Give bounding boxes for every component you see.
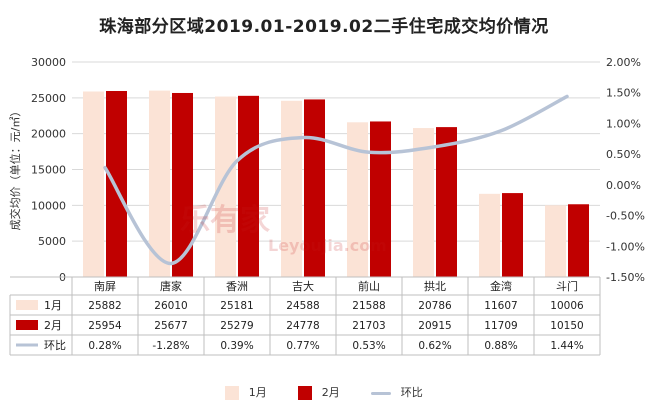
data-label: 21703: [352, 320, 385, 332]
data-label: 0.62%: [418, 340, 451, 352]
legend-swatch-jan: [225, 386, 240, 400]
y-tick-label: 20000: [31, 128, 66, 141]
legend-label-feb: 2月: [321, 386, 340, 399]
bar-feb: [172, 92, 193, 277]
y-tick-label: 25000: [31, 92, 66, 105]
bar-feb: [370, 121, 391, 278]
x-tick-label: 唐家: [160, 279, 182, 293]
bar-feb: [238, 95, 259, 277]
chart-legend: 1月 2月 环比: [0, 384, 648, 400]
data-label: 20786: [418, 300, 452, 312]
x-tick-label: 金湾: [490, 279, 512, 293]
y-tick-label: 5000: [38, 235, 66, 248]
data-label: 11709: [484, 320, 517, 332]
bar-feb: [502, 193, 523, 277]
x-tick-label: 吉大: [292, 279, 314, 293]
bar-feb: [304, 99, 325, 277]
table-row-label: 2月: [44, 319, 62, 332]
y-tick-label: 15000: [31, 164, 66, 177]
x-tick-label: 斗门: [556, 279, 578, 293]
legend-label-mom: 环比: [400, 386, 423, 399]
data-label: 0.77%: [286, 340, 319, 352]
y-tick-label: 10000: [31, 199, 66, 212]
y2-tick-label: 1.00%: [606, 117, 641, 130]
data-label: 0.53%: [352, 340, 385, 352]
data-label: 21588: [352, 300, 385, 312]
legend-item-mom: 环比: [371, 384, 423, 400]
legend-label-jan: 1月: [248, 386, 267, 399]
bar-jan: [281, 100, 302, 277]
bar-jan: [545, 205, 566, 277]
legend-swatch-mom: [371, 391, 392, 395]
y2-tick-label: -1.50%: [606, 271, 645, 284]
table-swatch: [16, 320, 38, 330]
data-label: 1.44%: [550, 340, 583, 352]
data-label: 25677: [154, 320, 187, 332]
y2-tick-label: -1.00%: [606, 240, 645, 253]
watermark-logo: 乐有家: [180, 203, 270, 238]
mom-line: [103, 94, 569, 266]
data-label: 0.28%: [88, 340, 121, 352]
data-label: 20915: [418, 320, 451, 332]
legend-item-feb: 2月: [298, 384, 340, 400]
data-label: 10150: [550, 320, 583, 332]
bar-jan: [347, 122, 368, 277]
bar-jan: [215, 96, 236, 277]
table-row-label: 1月: [44, 299, 62, 312]
data-label: 25882: [88, 300, 121, 312]
y2-tick-label: 1.50%: [606, 87, 641, 100]
legend-swatch-feb: [298, 386, 313, 400]
data-label: 24778: [286, 320, 319, 332]
table-row-label: 环比: [44, 339, 66, 352]
data-label: 25954: [88, 320, 122, 332]
bar-jan: [413, 128, 434, 277]
x-tick-label: 拱北: [424, 279, 446, 293]
bar-feb: [436, 127, 457, 278]
chart-title: 珠海部分区域2019.01-2019.02二手住宅成交均价情况: [99, 17, 549, 37]
y-tick-label: 30000: [31, 56, 66, 69]
y2-tick-label: 0.50%: [606, 148, 641, 161]
data-label: 11607: [484, 300, 517, 312]
bar-feb: [106, 90, 127, 277]
watermark-url: Leyoujia.com: [268, 236, 387, 255]
x-tick-label: 前山: [358, 279, 380, 293]
data-label: 26010: [154, 300, 187, 312]
bar-jan: [479, 193, 500, 277]
y2-tick-label: -0.50%: [606, 210, 645, 223]
x-tick-label: 南屏: [94, 280, 116, 293]
y2-tick-label: 2.00%: [606, 56, 641, 69]
bar-jan: [149, 90, 170, 277]
data-label: 25279: [220, 320, 253, 332]
y2-tick-label: 0.00%: [606, 179, 641, 192]
x-tick-label: 香洲: [226, 280, 248, 293]
bar-jan: [83, 91, 104, 278]
table-swatch: [16, 300, 38, 310]
data-label: 25181: [220, 300, 253, 312]
legend-item-jan: 1月: [225, 384, 267, 400]
data-label: 0.39%: [220, 340, 253, 352]
data-label: -1.28%: [152, 340, 189, 352]
data-label: 24588: [286, 300, 319, 312]
data-label: 0.88%: [484, 340, 517, 352]
data-label: 10006: [550, 300, 584, 312]
bar-feb: [568, 204, 589, 277]
